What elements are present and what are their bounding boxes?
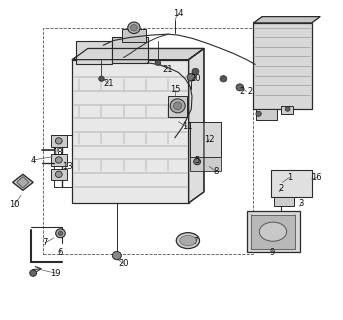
Bar (190, 157, 221, 171)
Circle shape (273, 219, 279, 225)
Ellipse shape (180, 236, 196, 246)
Circle shape (55, 171, 62, 178)
Bar (271, 170, 311, 197)
Text: 14: 14 (173, 9, 184, 18)
Text: 7: 7 (43, 238, 48, 247)
Circle shape (30, 270, 37, 276)
Polygon shape (251, 215, 295, 249)
Text: 20: 20 (118, 259, 129, 268)
Bar (51, 154, 67, 166)
Polygon shape (189, 49, 204, 203)
Polygon shape (247, 211, 299, 252)
Circle shape (155, 60, 161, 65)
Polygon shape (72, 49, 204, 60)
Polygon shape (17, 177, 29, 188)
Bar (256, 109, 277, 120)
Circle shape (220, 76, 227, 82)
Text: 16: 16 (311, 173, 322, 182)
Circle shape (174, 102, 182, 110)
Bar (253, 23, 311, 109)
Bar (190, 122, 221, 157)
Circle shape (99, 76, 104, 81)
Text: 5: 5 (194, 156, 200, 164)
Bar (51, 135, 67, 147)
Circle shape (113, 252, 121, 260)
Circle shape (194, 158, 201, 165)
Text: 3: 3 (299, 198, 304, 207)
Ellipse shape (259, 222, 287, 241)
Circle shape (192, 68, 199, 75)
Circle shape (130, 25, 137, 31)
Text: 2: 2 (278, 184, 283, 193)
Text: 17: 17 (188, 237, 199, 246)
Ellipse shape (176, 233, 200, 249)
Circle shape (55, 138, 62, 144)
Bar (72, 60, 189, 203)
Circle shape (56, 229, 65, 238)
Text: 20: 20 (190, 74, 201, 83)
Text: 8: 8 (213, 167, 218, 176)
Text: 10: 10 (9, 200, 20, 209)
Circle shape (170, 99, 185, 113)
Bar (51, 169, 67, 180)
Text: 6: 6 (58, 248, 63, 257)
Text: 1: 1 (287, 173, 292, 182)
Text: 12: 12 (204, 135, 214, 144)
Bar (281, 106, 293, 114)
Bar (76, 41, 112, 64)
Text: 2 2: 2 2 (240, 87, 253, 96)
Text: 4: 4 (31, 156, 36, 164)
Text: 11: 11 (182, 122, 192, 131)
Circle shape (128, 22, 140, 34)
Circle shape (58, 231, 63, 236)
Circle shape (236, 84, 244, 91)
Bar (44, 28, 253, 254)
Text: 19: 19 (50, 268, 61, 278)
Text: 21: 21 (103, 79, 114, 88)
Circle shape (285, 107, 290, 111)
Text: 15: 15 (170, 85, 180, 94)
Bar (274, 197, 295, 206)
Bar (122, 29, 146, 42)
Text: 9: 9 (270, 248, 275, 257)
Polygon shape (253, 17, 320, 23)
Text: 18: 18 (52, 148, 62, 156)
Text: 21: 21 (163, 65, 173, 74)
Polygon shape (13, 174, 33, 190)
Circle shape (256, 111, 261, 116)
Bar (112, 37, 147, 63)
Bar (168, 96, 187, 117)
Circle shape (187, 73, 196, 81)
Circle shape (55, 157, 62, 163)
Text: 13: 13 (62, 162, 73, 171)
